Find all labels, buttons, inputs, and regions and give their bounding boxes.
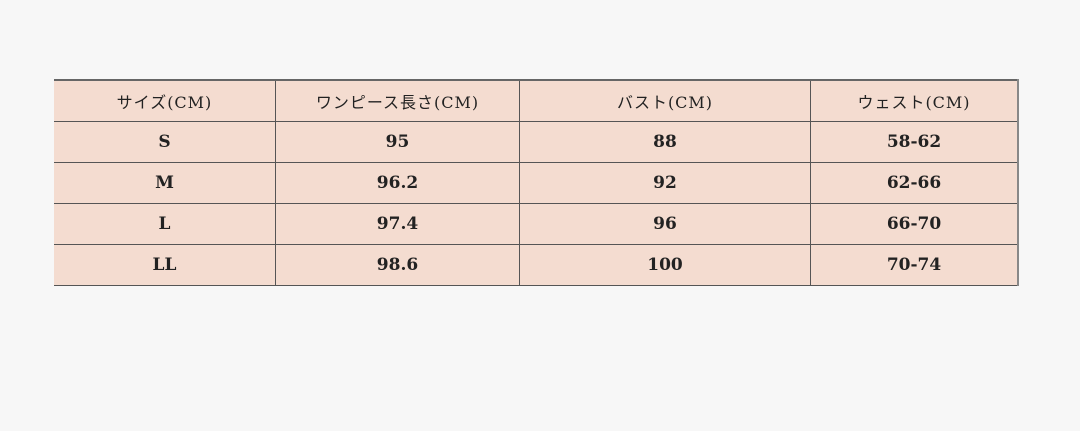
cell-bust: 92: [519, 162, 811, 204]
cell-length: 98.6: [275, 244, 520, 286]
cell-waist: 66-70: [810, 203, 1019, 245]
table-row: S 95 88 58-62: [54, 121, 1019, 163]
header-bust: バスト(CM): [519, 79, 811, 122]
cell-size: LL: [54, 244, 276, 286]
cell-length: 95: [275, 121, 520, 163]
cell-size: L: [54, 203, 276, 245]
table-row: LL 98.6 100 70-74: [54, 244, 1019, 286]
cell-bust: 96: [519, 203, 811, 245]
header-dress-length: ワンピース長さ(CM): [275, 79, 520, 122]
cell-length: 97.4: [275, 203, 520, 245]
cell-length: 96.2: [275, 162, 520, 204]
cell-size: S: [54, 121, 276, 163]
cell-bust: 100: [519, 244, 811, 286]
size-chart-table: サイズ(CM) ワンピース長さ(CM) バスト(CM) ウェスト(CM) S 9…: [54, 79, 1019, 286]
cell-waist: 62-66: [810, 162, 1019, 204]
header-waist: ウェスト(CM): [810, 79, 1019, 122]
table-row: M 96.2 92 62-66: [54, 162, 1019, 204]
header-size: サイズ(CM): [54, 79, 276, 122]
cell-waist: 70-74: [810, 244, 1019, 286]
header-row: サイズ(CM) ワンピース長さ(CM) バスト(CM) ウェスト(CM): [54, 79, 1019, 122]
cell-waist: 58-62: [810, 121, 1019, 163]
cell-bust: 88: [519, 121, 811, 163]
cell-size: M: [54, 162, 276, 204]
table-row: L 97.4 96 66-70: [54, 203, 1019, 245]
